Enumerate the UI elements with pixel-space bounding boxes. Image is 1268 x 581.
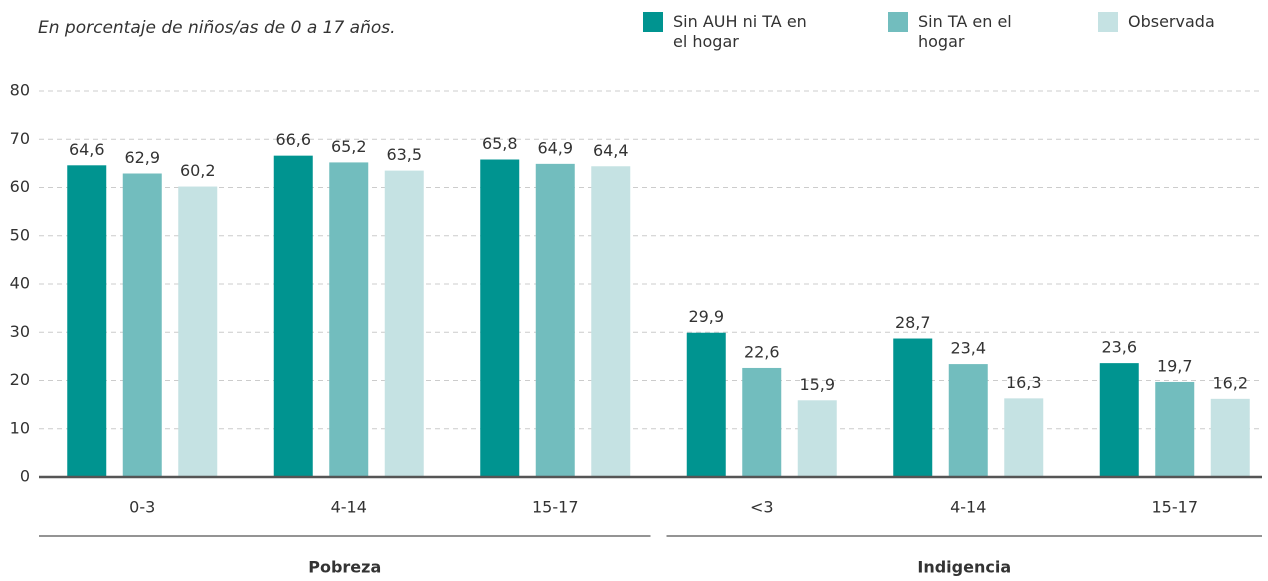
value-label: 19,7 bbox=[1157, 356, 1193, 375]
bar bbox=[1004, 398, 1044, 477]
y-tick-label: 70 bbox=[10, 129, 30, 148]
value-label: 60,2 bbox=[180, 161, 216, 180]
value-label: 16,2 bbox=[1212, 373, 1248, 392]
value-label: 16,3 bbox=[1006, 373, 1042, 392]
legend-item: Observada bbox=[1098, 12, 1268, 32]
value-label: 62,9 bbox=[124, 148, 160, 167]
legend-item: Sin TA en el hogar bbox=[888, 12, 1058, 52]
x-tick-label: 15-17 bbox=[1152, 498, 1199, 517]
legend-label: Observada bbox=[1128, 12, 1215, 31]
value-label: 29,9 bbox=[688, 307, 724, 326]
bar bbox=[948, 364, 988, 477]
bar bbox=[742, 367, 782, 477]
legend-swatch bbox=[1098, 12, 1118, 32]
x-tick-label: 0-3 bbox=[129, 498, 155, 517]
y-tick-label: 10 bbox=[10, 418, 30, 437]
y-tick-label: 0 bbox=[20, 467, 30, 486]
x-tick-label: 15-17 bbox=[532, 498, 579, 517]
value-label: 66,6 bbox=[275, 130, 311, 149]
bar bbox=[591, 166, 631, 477]
value-label: 23,4 bbox=[950, 339, 986, 358]
value-label: 64,4 bbox=[593, 141, 629, 160]
value-label: 15,9 bbox=[799, 375, 835, 394]
value-label: 64,6 bbox=[69, 140, 105, 159]
subtitle: En porcentaje de niños/as de 0 a 17 años… bbox=[38, 18, 396, 38]
value-label: 28,7 bbox=[895, 313, 931, 332]
y-tick-label: 40 bbox=[10, 274, 30, 293]
legend-swatch bbox=[643, 12, 663, 32]
bar bbox=[535, 163, 575, 478]
x-tick-label: <3 bbox=[750, 498, 774, 517]
y-tick-label: 50 bbox=[10, 225, 30, 244]
bar bbox=[273, 155, 313, 477]
legend-swatch bbox=[888, 12, 908, 32]
value-label: 65,8 bbox=[482, 134, 518, 153]
y-tick-label: 20 bbox=[10, 370, 30, 389]
value-label: 64,9 bbox=[537, 138, 573, 157]
bar bbox=[329, 162, 369, 477]
bar bbox=[480, 159, 520, 477]
x-tick-label: 4-14 bbox=[331, 498, 367, 517]
value-label: 22,6 bbox=[744, 342, 780, 361]
bar bbox=[178, 186, 218, 477]
bar bbox=[1099, 363, 1139, 477]
x-tick-label: 4-14 bbox=[950, 498, 986, 517]
legend-label: Sin TA en el hogar bbox=[918, 12, 1012, 51]
bar bbox=[893, 338, 933, 477]
value-label: 23,6 bbox=[1101, 338, 1137, 357]
bar bbox=[384, 170, 424, 478]
value-label: 65,2 bbox=[331, 137, 367, 156]
group-label: Pobreza bbox=[308, 558, 381, 577]
y-tick-label: 30 bbox=[10, 322, 30, 341]
bar bbox=[1155, 381, 1195, 477]
bar bbox=[686, 332, 726, 477]
bar bbox=[67, 165, 107, 477]
group-label: Indigencia bbox=[917, 558, 1011, 577]
y-tick-label: 80 bbox=[10, 81, 30, 100]
bar bbox=[1210, 398, 1250, 477]
legend-label: Sin AUH ni TA en el hogar bbox=[673, 12, 807, 51]
y-tick-label: 60 bbox=[10, 177, 30, 196]
value-label: 63,5 bbox=[386, 145, 422, 164]
bar bbox=[122, 173, 162, 477]
bar bbox=[797, 400, 837, 477]
legend-item: Sin AUH ni TA en el hogar bbox=[643, 12, 813, 52]
